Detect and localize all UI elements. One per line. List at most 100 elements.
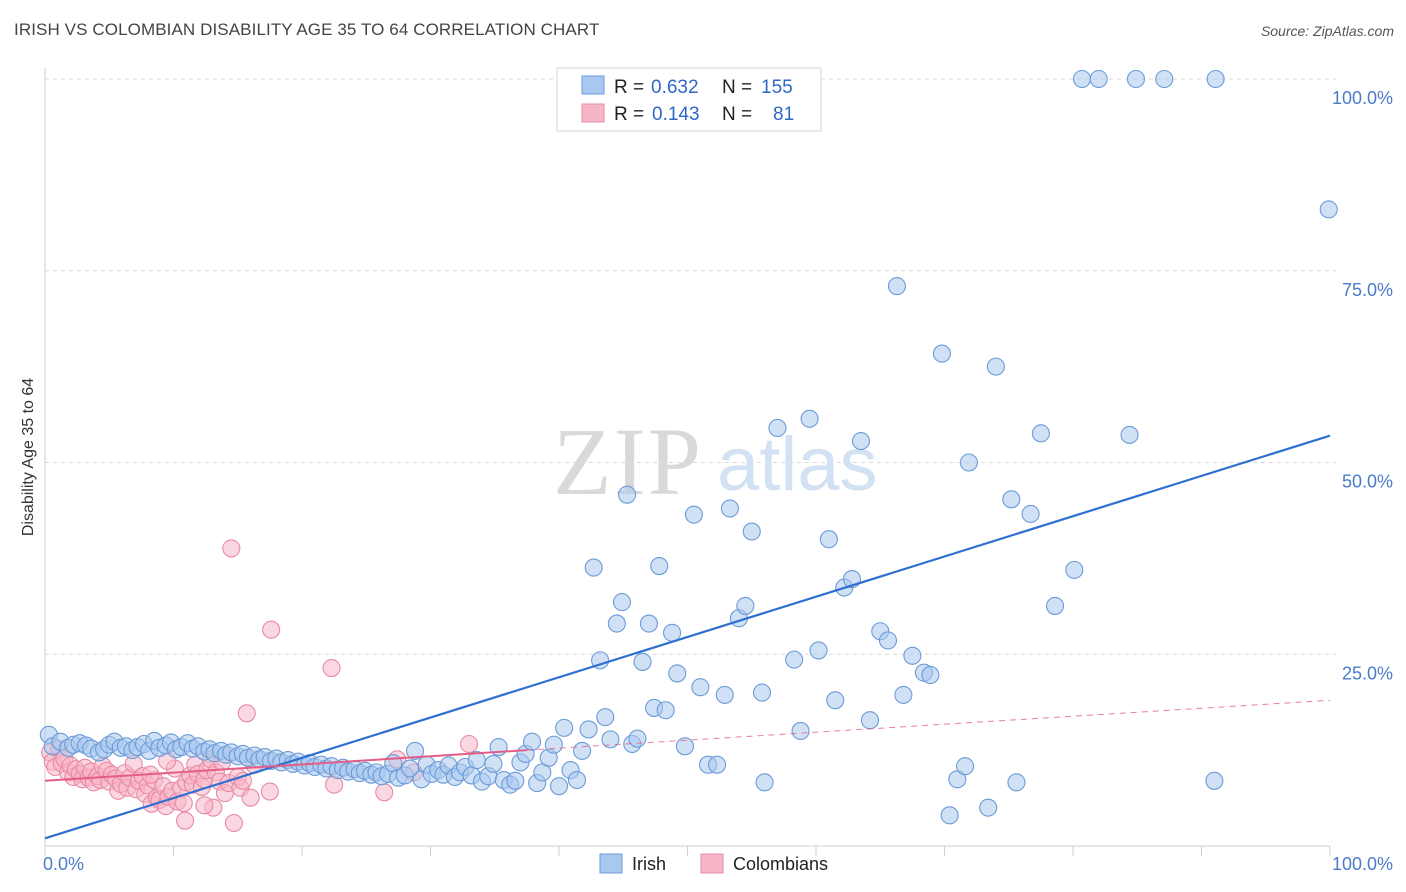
legend-colombian-n-value: 81 bbox=[773, 104, 794, 125]
irish-point bbox=[584, 558, 603, 577]
grid bbox=[44, 68, 1336, 856]
colombian-point bbox=[459, 734, 479, 754]
irish-point bbox=[675, 737, 694, 756]
irish-point bbox=[1206, 69, 1225, 89]
irish-point bbox=[406, 741, 425, 760]
colombian-point bbox=[222, 539, 241, 558]
irish-point bbox=[650, 556, 669, 576]
irish-point bbox=[860, 711, 880, 730]
bottom-legend-swatch-colombians bbox=[700, 853, 724, 874]
source-credit: Source: ZipAtlas.com bbox=[1260, 23, 1394, 39]
irish-point bbox=[1021, 504, 1040, 523]
irish-point bbox=[1072, 69, 1092, 89]
irish-point bbox=[544, 735, 563, 754]
irish-point bbox=[691, 678, 710, 697]
colombian-point bbox=[224, 813, 243, 833]
irish-point bbox=[894, 685, 913, 704]
irish-point bbox=[1319, 200, 1338, 219]
irish-point bbox=[720, 499, 739, 518]
irish-point bbox=[921, 665, 940, 685]
y-tick-label: 25.0% bbox=[1342, 663, 1393, 683]
irish-point bbox=[932, 344, 951, 363]
irish-point bbox=[467, 751, 486, 770]
irish-point bbox=[878, 631, 898, 650]
bottom-legend: Irish Colombians bbox=[599, 853, 828, 874]
irish-point bbox=[1126, 69, 1146, 89]
irish-point bbox=[1089, 69, 1108, 89]
irish-point bbox=[800, 409, 819, 428]
irish-point bbox=[555, 718, 574, 737]
bottom-legend-colombians: Colombians bbox=[733, 854, 828, 874]
irish-point bbox=[618, 485, 637, 504]
colombian-point bbox=[195, 796, 214, 815]
colombian-trendline bbox=[44, 749, 527, 782]
irish-point bbox=[979, 798, 998, 817]
irish-point bbox=[1002, 490, 1021, 509]
irish-point bbox=[573, 741, 592, 760]
legend-irish-r-label: R = bbox=[614, 77, 644, 98]
irish-point bbox=[579, 720, 598, 739]
legend-irish-r-value: 0.632 bbox=[651, 77, 699, 98]
irish-point bbox=[639, 614, 659, 633]
irish-point bbox=[522, 732, 542, 751]
irish-point bbox=[1155, 69, 1174, 89]
irish-point bbox=[1205, 771, 1224, 790]
x-tick-label: 0.0% bbox=[43, 854, 84, 874]
irish-point bbox=[633, 652, 652, 671]
irish-point bbox=[809, 641, 828, 660]
irish-point bbox=[628, 729, 647, 748]
irish-point bbox=[752, 683, 772, 702]
irish-point bbox=[400, 759, 419, 778]
watermark-atlas: atlas bbox=[717, 422, 878, 507]
colombian-point bbox=[322, 659, 341, 678]
irish-point bbox=[1007, 773, 1026, 792]
colombian-points bbox=[41, 539, 479, 833]
legend-swatch-colombian bbox=[581, 103, 605, 123]
chart-title: IRISH VS COLOMBIAN DISABILITY AGE 35 TO … bbox=[14, 20, 600, 39]
irish-point bbox=[940, 806, 959, 825]
irish-point bbox=[708, 755, 727, 774]
y-tick-label: 75.0% bbox=[1342, 280, 1393, 300]
legend-irish-n-value: 155 bbox=[761, 77, 793, 98]
irish-point bbox=[755, 773, 774, 792]
colombian-point bbox=[176, 811, 195, 830]
irish-point bbox=[826, 691, 845, 710]
irish-point bbox=[887, 277, 907, 296]
tick-labels: 25.0% 50.0% 75.0% 100.0% 0.0% 100.0% bbox=[43, 88, 1393, 874]
irish-point bbox=[567, 770, 587, 790]
irish-point bbox=[1120, 425, 1139, 444]
irish-point bbox=[791, 721, 810, 741]
bottom-legend-irish: Irish bbox=[632, 854, 666, 874]
irish-point bbox=[549, 777, 569, 796]
irish-point bbox=[819, 530, 838, 549]
legend-colombian-r-value: 0.143 bbox=[652, 104, 700, 125]
y-tick-label: 50.0% bbox=[1342, 472, 1393, 492]
trendlines bbox=[44, 434, 1331, 840]
irish-point bbox=[956, 757, 975, 776]
irish-point bbox=[1045, 596, 1065, 615]
irish-point bbox=[768, 418, 787, 438]
irish-point bbox=[484, 754, 503, 773]
irish-point bbox=[986, 357, 1005, 376]
irish-point bbox=[903, 646, 922, 665]
x-tick-label: 100.0% bbox=[1332, 854, 1393, 874]
irish-point bbox=[1065, 560, 1084, 579]
colombian-trendline-extrapolated bbox=[526, 699, 1331, 751]
colombian-point bbox=[375, 783, 394, 802]
irish-point bbox=[506, 771, 525, 790]
legend-colombian-r-label: R = bbox=[614, 104, 644, 125]
colombian-point bbox=[260, 782, 279, 801]
irish-point bbox=[736, 596, 755, 615]
irish-point bbox=[785, 650, 804, 669]
irish-point bbox=[851, 431, 871, 451]
y-axis-title: Disability Age 35 to 64 bbox=[20, 378, 37, 536]
irish-point bbox=[684, 505, 703, 524]
irish-point bbox=[715, 685, 734, 704]
irish-point bbox=[601, 730, 620, 749]
legend-irish-n-label: N = bbox=[722, 77, 752, 98]
irish-point bbox=[607, 614, 626, 633]
legend: R = 0.632 N = 155 R = 0.143 N = 81 bbox=[556, 67, 822, 132]
irish-trendline bbox=[44, 434, 1331, 840]
legend-swatch-irish bbox=[581, 75, 605, 95]
